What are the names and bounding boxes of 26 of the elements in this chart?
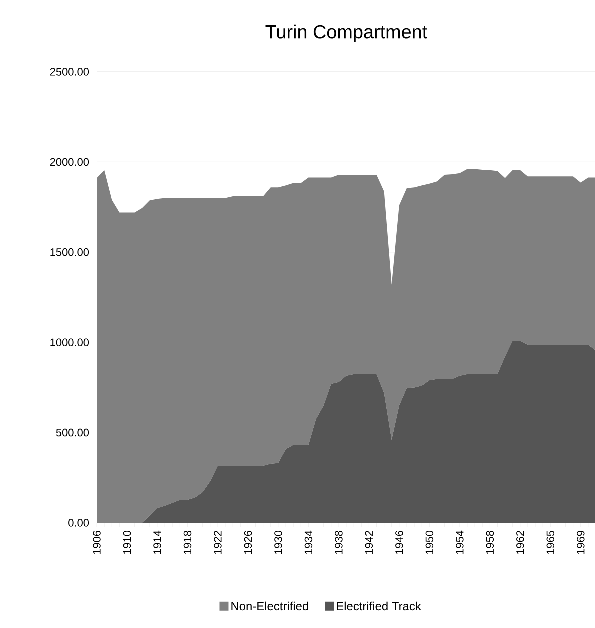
y-tick-label: 1500.00 <box>50 248 90 256</box>
y-tick-label: 500.00 <box>56 428 90 437</box>
x-tick-label: 1938 <box>335 531 343 554</box>
x-tick-label: 1918 <box>184 531 192 554</box>
x-tick-label: 1926 <box>244 531 252 554</box>
x-tick-label: 1946 <box>396 531 404 554</box>
x-tick-label: 1922 <box>214 531 222 554</box>
x-tick-label: 1930 <box>274 530 282 554</box>
chart-title: Turin Compartment <box>266 24 428 42</box>
legend-label: Non-Electrified <box>232 602 308 611</box>
x-tick-label: 1934 <box>304 530 313 554</box>
y-tick-label: 0.00 <box>68 519 90 527</box>
x-tick-label: 1962 <box>516 531 524 554</box>
legend-label: Electrified Track <box>337 602 422 611</box>
x-tick-label: 1942 <box>365 531 374 554</box>
y-tick-label: 2500.00 <box>50 68 90 76</box>
x-tick-label: 1954 <box>456 530 464 554</box>
y-tick-label: 1000.00 <box>50 338 90 346</box>
x-tick-label: 1969 <box>577 531 585 554</box>
x-tick-label: 1958 <box>486 531 494 554</box>
x-tick-label: 1906 <box>93 531 101 554</box>
x-tick-label: 1910 <box>123 530 132 554</box>
x-tick-label: 1914 <box>154 530 162 554</box>
y-tick-label: 2000.00 <box>50 158 90 166</box>
x-tick-label: 1965 <box>546 530 555 554</box>
x-tick-label: 1950 <box>426 530 434 554</box>
